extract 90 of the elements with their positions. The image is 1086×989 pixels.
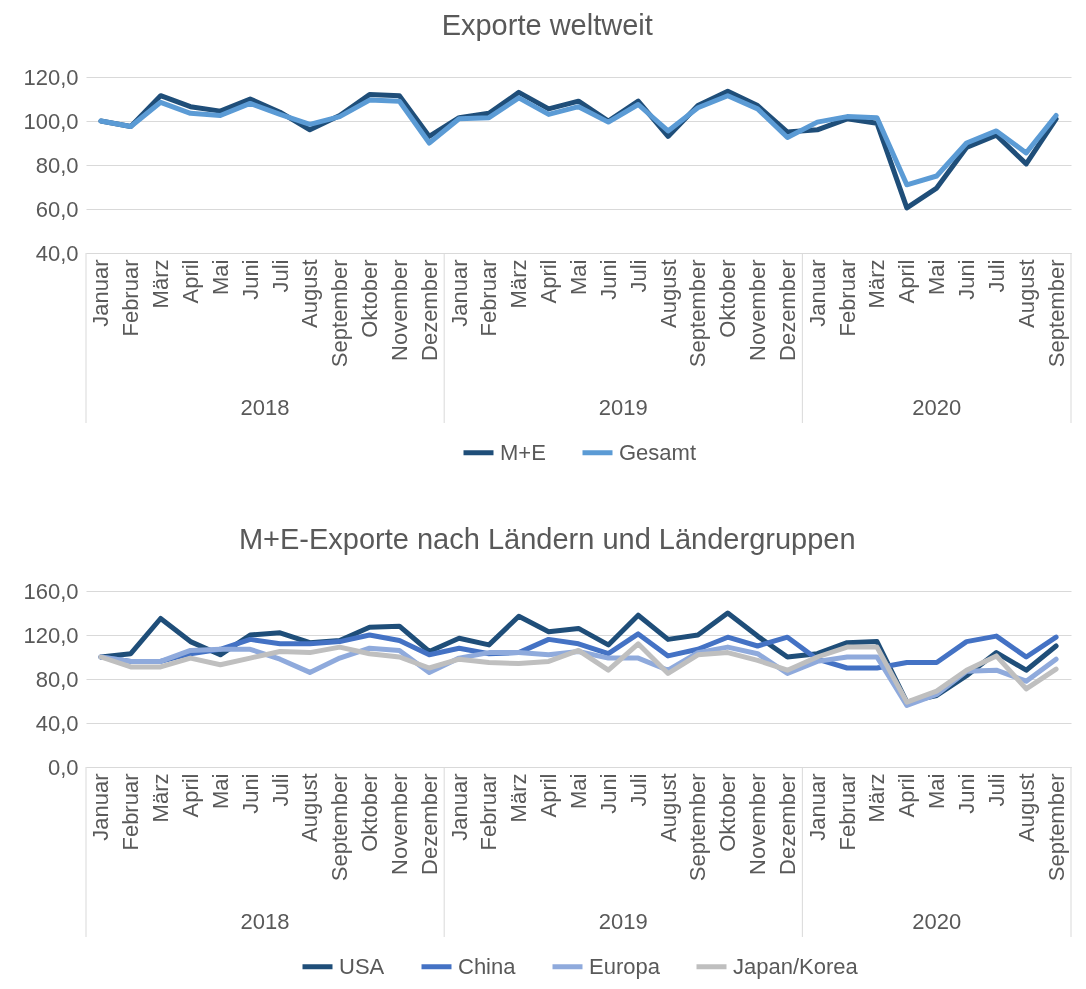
x-tick-label: November	[386, 259, 412, 361]
x-tick-label: Juli	[625, 259, 651, 293]
x-tick-label: Juli	[267, 773, 293, 807]
x-tick-label: Mai	[207, 773, 233, 809]
y-tick-label: 160,0	[23, 578, 79, 604]
x-tick-label: Mai	[207, 259, 233, 295]
text: 2018	[240, 909, 290, 934]
x-tick-label: Juli	[625, 773, 651, 807]
x-tick-label: Mai	[566, 773, 591, 809]
x-tick-label: Januar	[88, 259, 114, 327]
y-tick-label: 120,0	[23, 622, 79, 648]
x-tick-label: Mai	[924, 259, 950, 295]
x-tick-label: Juni	[954, 259, 980, 300]
text: 2020	[912, 909, 962, 934]
x-tick-label: Dezember	[416, 259, 442, 361]
text: 2020	[912, 395, 962, 420]
chart-title: Exporte weltweit	[441, 9, 653, 41]
x-tick-label: August	[1013, 773, 1039, 842]
x-tick-label: November	[745, 773, 771, 875]
x-tick-label: April	[536, 259, 562, 304]
legend-label: China	[458, 953, 517, 979]
x-tick-label: August	[297, 773, 323, 842]
legend-label: M+E	[500, 439, 546, 465]
x-tick-label: Januar	[446, 773, 472, 841]
x-tick-label: März	[506, 773, 532, 823]
y-tick-label: 100,0	[23, 108, 79, 134]
y-tick-label: 80,0	[35, 152, 79, 178]
x-tick-label: November	[386, 773, 412, 875]
x-tick-label: September	[1043, 773, 1069, 882]
x-tick-label: April	[177, 259, 203, 304]
text: 2019	[598, 395, 648, 420]
x-tick-label: Juni	[595, 773, 621, 814]
x-tick-label: April	[894, 259, 920, 304]
x-tick-label: Februar	[118, 773, 144, 851]
x-tick-label: April	[894, 773, 920, 818]
x-tick-label: Februar	[476, 773, 502, 851]
y-tick-label: 60,0	[35, 196, 79, 222]
x-tick-label: September	[685, 773, 711, 882]
x-tick-label: Juli	[267, 259, 293, 293]
y-tick-label: 120,0	[23, 64, 79, 90]
x-tick-label: September	[327, 773, 353, 882]
y-tick-label: 40,0	[35, 240, 79, 266]
x-tick-label: Juni	[237, 773, 263, 814]
x-tick-label: März	[148, 259, 174, 309]
x-tick-label: August	[655, 259, 681, 328]
x-tick-label: Februar	[118, 259, 144, 337]
x-tick-label: August	[297, 259, 323, 328]
x-tick-label: Juli	[983, 259, 1009, 293]
x-tick-label: Oktober	[715, 259, 741, 338]
x-tick-label: November	[745, 259, 771, 361]
x-tick-label: Januar	[804, 773, 830, 841]
x-tick-label: Januar	[804, 259, 830, 327]
x-tick-label: September	[327, 259, 353, 368]
text: 2019	[598, 909, 648, 934]
x-tick-label: April	[536, 773, 562, 818]
legend-label: Gesamt	[619, 439, 697, 465]
x-tick-label: Dezember	[774, 773, 800, 875]
x-tick-label: Oktober	[357, 773, 383, 852]
x-tick-label: August	[655, 773, 681, 842]
x-tick-label: März	[506, 259, 532, 309]
x-tick-label: Dezember	[416, 773, 442, 875]
y-tick-label: 80,0	[35, 666, 79, 692]
x-tick-label: Februar	[834, 773, 860, 851]
x-tick-label: September	[1043, 259, 1069, 368]
x-tick-label: Juni	[595, 259, 621, 300]
x-tick-label: Mai	[566, 259, 591, 295]
x-tick-label: März	[148, 773, 174, 823]
x-tick-label: Oktober	[357, 259, 383, 338]
legend-label: Japan/Korea	[733, 953, 859, 979]
x-tick-label: Dezember	[774, 259, 800, 361]
x-tick-label: März	[864, 259, 890, 309]
x-tick-label: Juni	[954, 773, 980, 814]
x-tick-label: Oktober	[715, 773, 741, 852]
x-tick-label: Juni	[237, 259, 263, 300]
x-tick-label: April	[177, 773, 203, 818]
legend-label: USA	[339, 953, 385, 979]
x-tick-label: Februar	[834, 259, 860, 337]
x-tick-label: März	[864, 773, 890, 823]
x-tick-label: Juli	[983, 773, 1009, 807]
x-tick-label: Mai	[924, 773, 950, 809]
chart-title: M+E-Exporte nach Ländern und Ländergruppen	[238, 523, 856, 555]
x-tick-label: Februar	[476, 259, 502, 337]
x-tick-label: August	[1013, 259, 1039, 328]
x-tick-label: Januar	[88, 773, 114, 841]
y-tick-label: 40,0	[35, 710, 79, 736]
legend-label: Europa	[589, 953, 661, 979]
x-tick-label: September	[685, 259, 711, 368]
x-tick-label: Januar	[446, 259, 472, 327]
y-tick-label: 0,0	[47, 754, 79, 780]
text: 2018	[240, 395, 290, 420]
